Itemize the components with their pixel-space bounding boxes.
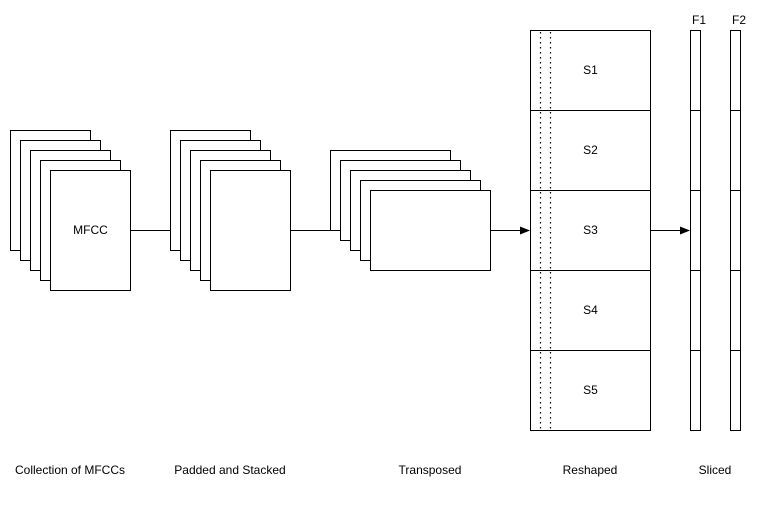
segment-label-s3: S3 xyxy=(583,223,598,237)
transposed-card-front xyxy=(370,190,491,271)
mfcc-label: MFCC xyxy=(73,223,108,237)
stage-label-reshaped: Reshaped xyxy=(563,463,618,477)
sliced-column-f1 xyxy=(690,30,701,431)
column-label-f2: F2 xyxy=(732,13,746,27)
collection-stack xyxy=(10,130,131,291)
padded-card-front xyxy=(210,170,291,291)
transposed-stack xyxy=(330,150,491,271)
segment-label-s1: S1 xyxy=(583,63,598,77)
segment-label-s4: S4 xyxy=(583,303,598,317)
stage-label-transposed: Transposed xyxy=(399,463,462,477)
stage-label-padded: Padded and Stacked xyxy=(174,463,285,477)
sliced-column-f2 xyxy=(730,30,741,431)
mfcc-card-front xyxy=(50,170,131,291)
column-label-f1: F1 xyxy=(692,13,706,27)
segment-label-s2: S2 xyxy=(583,143,598,157)
segment-label-s5: S5 xyxy=(583,383,598,397)
stage-label-collection: Collection of MFCCs xyxy=(15,463,125,477)
padded-stack xyxy=(170,130,291,291)
stage-label-sliced: Sliced xyxy=(699,463,732,477)
